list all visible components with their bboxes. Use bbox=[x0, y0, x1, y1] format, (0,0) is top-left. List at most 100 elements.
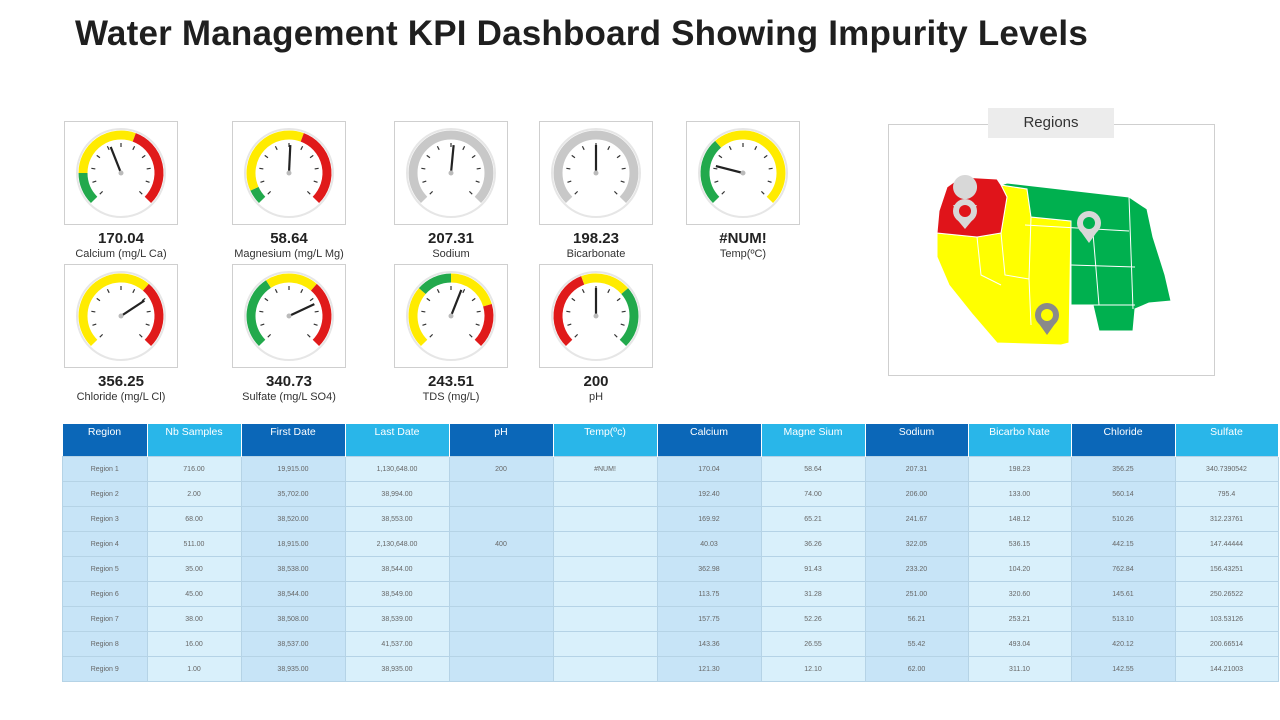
gauge-tick bbox=[422, 180, 427, 183]
gauge-dial bbox=[551, 128, 641, 218]
table-cell: 35.00 bbox=[146, 556, 242, 582]
gauge-tick bbox=[760, 190, 765, 195]
table-cell bbox=[552, 606, 658, 632]
gauge-label: Magnesium (mg/L Mg) bbox=[234, 248, 344, 260]
table-cell: 362.98 bbox=[656, 556, 762, 582]
gauge-tick bbox=[300, 288, 304, 294]
regions-map-panel bbox=[888, 124, 1215, 376]
gauge-tick bbox=[616, 154, 621, 159]
table-cell: 38,935.00 bbox=[240, 656, 346, 682]
gauge-tick bbox=[713, 167, 718, 170]
gauge-tick bbox=[436, 145, 440, 151]
gauge-tick bbox=[767, 180, 772, 183]
table-header-cell: Magne Sium bbox=[761, 424, 866, 457]
table-cell: 38,508.00 bbox=[240, 606, 346, 632]
table-cell: 133.00 bbox=[967, 481, 1072, 507]
gauge-tick bbox=[421, 167, 426, 170]
table-cell: 198.23 bbox=[967, 456, 1072, 482]
gauge-value: 170.04 bbox=[98, 230, 144, 247]
table-header-cell: Temp(ºc) bbox=[553, 424, 658, 457]
table-cell: 1,130,648.00 bbox=[344, 456, 450, 482]
gauge-tick bbox=[426, 154, 431, 159]
gauge-tick bbox=[313, 323, 318, 326]
table-cell: Region 7 bbox=[62, 606, 148, 632]
gauge-tick bbox=[566, 310, 571, 313]
gauge-zone bbox=[700, 140, 722, 204]
gauge-tick bbox=[613, 333, 618, 338]
gauge-tick bbox=[106, 288, 110, 294]
gauge-tick bbox=[476, 310, 481, 313]
gauge-zone bbox=[78, 172, 98, 204]
gauge-zone bbox=[310, 283, 332, 347]
table-cell: 38,994.00 bbox=[344, 481, 450, 507]
table-cell: 400 bbox=[448, 531, 554, 557]
gauge-tick bbox=[145, 180, 150, 183]
table-cell: 45.00 bbox=[146, 581, 242, 607]
table-cell: 2,130,648.00 bbox=[344, 531, 450, 557]
table-cell: 38,520.00 bbox=[240, 506, 346, 532]
table-cell: Region 4 bbox=[62, 531, 148, 557]
table-cell: 18,915.00 bbox=[240, 531, 346, 557]
gauge-dial bbox=[406, 128, 496, 218]
gauge-value: 207.31 bbox=[428, 230, 474, 247]
table-cell: Region 8 bbox=[62, 631, 148, 657]
table-header-cell: Chloride bbox=[1071, 424, 1176, 457]
gauge-dial bbox=[244, 271, 334, 361]
gauge-label: Temp(ºC) bbox=[719, 248, 767, 260]
table-header-cell: Nb Samples bbox=[147, 424, 242, 457]
gauge-tick bbox=[132, 145, 136, 151]
gauge-tick bbox=[621, 167, 626, 170]
gauge-tick bbox=[92, 323, 97, 326]
table-cell: 142.55 bbox=[1070, 656, 1176, 682]
table-cell: 148.12 bbox=[967, 506, 1072, 532]
gauge-tick bbox=[92, 180, 97, 183]
gauge-card bbox=[686, 121, 800, 225]
table-cell: 560.14 bbox=[1070, 481, 1176, 507]
gauge-tick bbox=[468, 333, 473, 338]
gauge-value: 356.25 bbox=[98, 373, 144, 390]
gauge-tick bbox=[621, 310, 626, 313]
table-cell: 170.04 bbox=[656, 456, 762, 482]
gauge-tick bbox=[581, 145, 585, 151]
table-row: Region 3 68.00 38,520.00 38,553.00 169.92 65.… bbox=[62, 506, 1279, 532]
table-cell: 38,553.00 bbox=[344, 506, 450, 532]
gauge-zone bbox=[408, 130, 494, 204]
table-cell: 38,935.00 bbox=[344, 656, 450, 682]
gauge-label: Calcium (mg/L Ca) bbox=[75, 248, 167, 260]
table-cell: 103.53126 bbox=[1174, 606, 1279, 632]
table-cell: Region 6 bbox=[62, 581, 148, 607]
gauge-tick bbox=[264, 154, 269, 159]
gauge-label: Bicarbonate bbox=[566, 248, 626, 260]
table-cell: 340.7390542 bbox=[1174, 456, 1279, 482]
gauge-tick bbox=[313, 180, 318, 183]
gauge-needle bbox=[120, 299, 146, 317]
gauge-tick bbox=[475, 180, 480, 183]
table-cell: 52.26 bbox=[760, 606, 866, 632]
map-region-east bbox=[1000, 182, 1172, 332]
gauge-tick bbox=[259, 310, 264, 313]
gauge-tick bbox=[309, 154, 314, 159]
gauge-tick bbox=[429, 333, 434, 338]
regions-map bbox=[936, 175, 1172, 346]
table-row: Region 8 16.00 38,537.00 41,537.00 143.36 26.… bbox=[62, 631, 1279, 657]
table-cell: 511.00 bbox=[146, 531, 242, 557]
gauge-card bbox=[394, 121, 508, 225]
table-row: Region 2 2.00 35,702.00 38,994.00 192.40 74.0… bbox=[62, 481, 1279, 507]
gauge-needle bbox=[715, 164, 744, 175]
gauge-tick bbox=[476, 167, 481, 170]
gauge-needle bbox=[449, 289, 463, 317]
table-cell: Region 9 bbox=[62, 656, 148, 682]
table-row: Region 9 1.00 38,935.00 38,935.00 121.30 12.1… bbox=[62, 656, 1279, 682]
table-cell: 143.36 bbox=[656, 631, 762, 657]
table-cell bbox=[552, 481, 658, 507]
gauge-card bbox=[232, 264, 346, 368]
gauge-value: 340.73 bbox=[266, 373, 312, 390]
gauge-tick bbox=[429, 190, 434, 195]
gauge-zone bbox=[266, 273, 317, 291]
table-cell: 58.64 bbox=[760, 456, 866, 482]
table-cell: 420.12 bbox=[1070, 631, 1176, 657]
table-cell: 16.00 bbox=[146, 631, 242, 657]
gauge-label: Sodium bbox=[432, 248, 470, 260]
gauge-tick bbox=[306, 333, 311, 338]
gauge-dial bbox=[76, 271, 166, 361]
